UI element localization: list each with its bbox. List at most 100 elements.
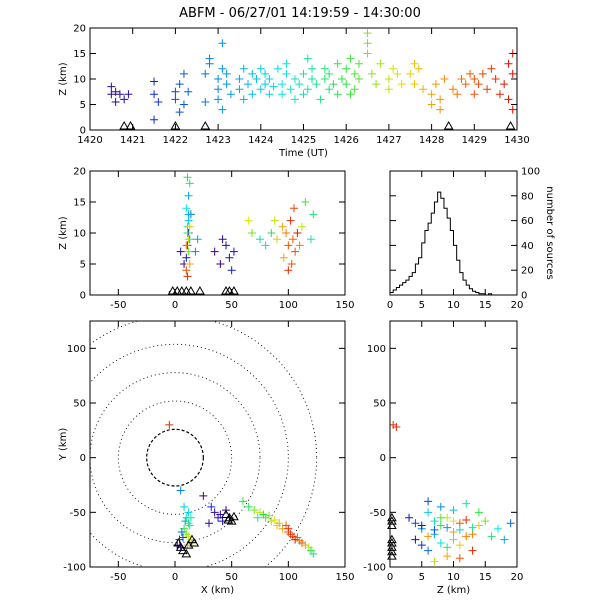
x-tick-label: 5 (419, 300, 425, 311)
source-point (284, 241, 293, 250)
source-point (218, 235, 227, 244)
source-point (227, 266, 236, 275)
source-point (290, 75, 299, 83)
source-point (411, 519, 420, 528)
source-point (325, 85, 334, 94)
range-ring (90, 372, 261, 544)
source-point (295, 80, 304, 89)
source-point (216, 260, 225, 268)
source-point (487, 532, 496, 541)
source-point (329, 80, 338, 89)
x-tick-label: 150 (335, 572, 354, 583)
source-point (455, 525, 464, 534)
source-point (350, 85, 359, 94)
x-tick-label: 0 (387, 572, 393, 583)
source-point (291, 247, 300, 256)
source-point (176, 247, 185, 256)
source-point (430, 517, 439, 526)
source-point (165, 420, 174, 429)
source-point (491, 75, 500, 83)
x-tick-label: 0 (172, 572, 178, 583)
source-point (185, 260, 194, 268)
source-point (273, 64, 282, 73)
station-marker (229, 511, 239, 521)
x-tick-label: 20 (511, 572, 524, 583)
source-point (474, 80, 483, 89)
station-marker (200, 120, 211, 130)
x-tick-label: -50 (110, 300, 126, 311)
source-point (201, 69, 210, 78)
source-point (210, 247, 219, 256)
source-point (384, 85, 393, 94)
source-point (182, 253, 191, 262)
source-point (214, 75, 223, 83)
source-point (293, 229, 302, 237)
station-marker (178, 545, 188, 555)
source-point (179, 69, 188, 78)
source-point (278, 80, 287, 89)
source-point (301, 198, 310, 206)
x-tick-label: 1424 (248, 135, 273, 146)
x-tick-label: 20 (511, 300, 524, 311)
y-tick-label: 0 (380, 453, 386, 464)
source-point (183, 229, 192, 237)
x-tick-label: 0 (172, 300, 178, 311)
source-point (295, 241, 304, 250)
source-point (182, 204, 191, 213)
source-point (175, 80, 184, 89)
source-point (235, 75, 244, 83)
y-tick-label: 0 (80, 453, 86, 464)
source-point (184, 508, 193, 517)
data-layer (390, 191, 493, 295)
source-point (248, 69, 257, 78)
source-point (508, 105, 517, 114)
source-point (270, 515, 279, 524)
source-point (424, 546, 433, 555)
source-point (171, 95, 180, 104)
source-point (350, 69, 359, 78)
source-point (107, 82, 116, 91)
source-point (384, 75, 393, 83)
source-point (179, 100, 188, 109)
station-marker (443, 120, 454, 130)
x-tick-label: 5 (419, 572, 425, 583)
source-point (265, 90, 274, 99)
source-point (222, 80, 231, 89)
source-point (297, 222, 306, 231)
source-point (455, 554, 464, 563)
source-point (205, 519, 213, 528)
source-point (183, 173, 192, 182)
source-point (184, 247, 193, 256)
source-point (199, 491, 208, 500)
source-point (303, 54, 312, 63)
x-tick-label: 0 (387, 300, 393, 311)
x-tick-label: 1430 (504, 135, 529, 146)
source-point (430, 525, 439, 534)
source-point (410, 59, 419, 68)
source-point (320, 64, 329, 73)
x-tick-label: 1422 (163, 135, 188, 146)
y-tick-label: 10 (73, 75, 86, 86)
source-point (261, 80, 270, 89)
source-point (389, 64, 398, 73)
source-point (267, 517, 276, 526)
source-point (504, 59, 513, 68)
source-point (346, 90, 355, 99)
figure-title: ABFM - 06/27/01 14:19:59 - 14:30:00 (179, 6, 421, 21)
source-point (449, 517, 458, 526)
source-point (120, 95, 129, 104)
source-point (436, 521, 445, 530)
y-tick-label: 15 (73, 49, 86, 60)
source-point (337, 75, 346, 83)
station-marker (189, 537, 200, 547)
panel-height-time: 1420 1421 1422 1423 1424 1425 1426 1427 1428 1429… (58, 24, 530, 160)
source-point (483, 85, 492, 94)
source-point (449, 535, 458, 544)
source-point (218, 39, 227, 48)
source-point (124, 90, 133, 99)
source-point (449, 506, 458, 515)
data-layer (107, 29, 517, 130)
source-point (443, 523, 452, 532)
source-point (253, 513, 262, 522)
station-marker (221, 509, 231, 519)
